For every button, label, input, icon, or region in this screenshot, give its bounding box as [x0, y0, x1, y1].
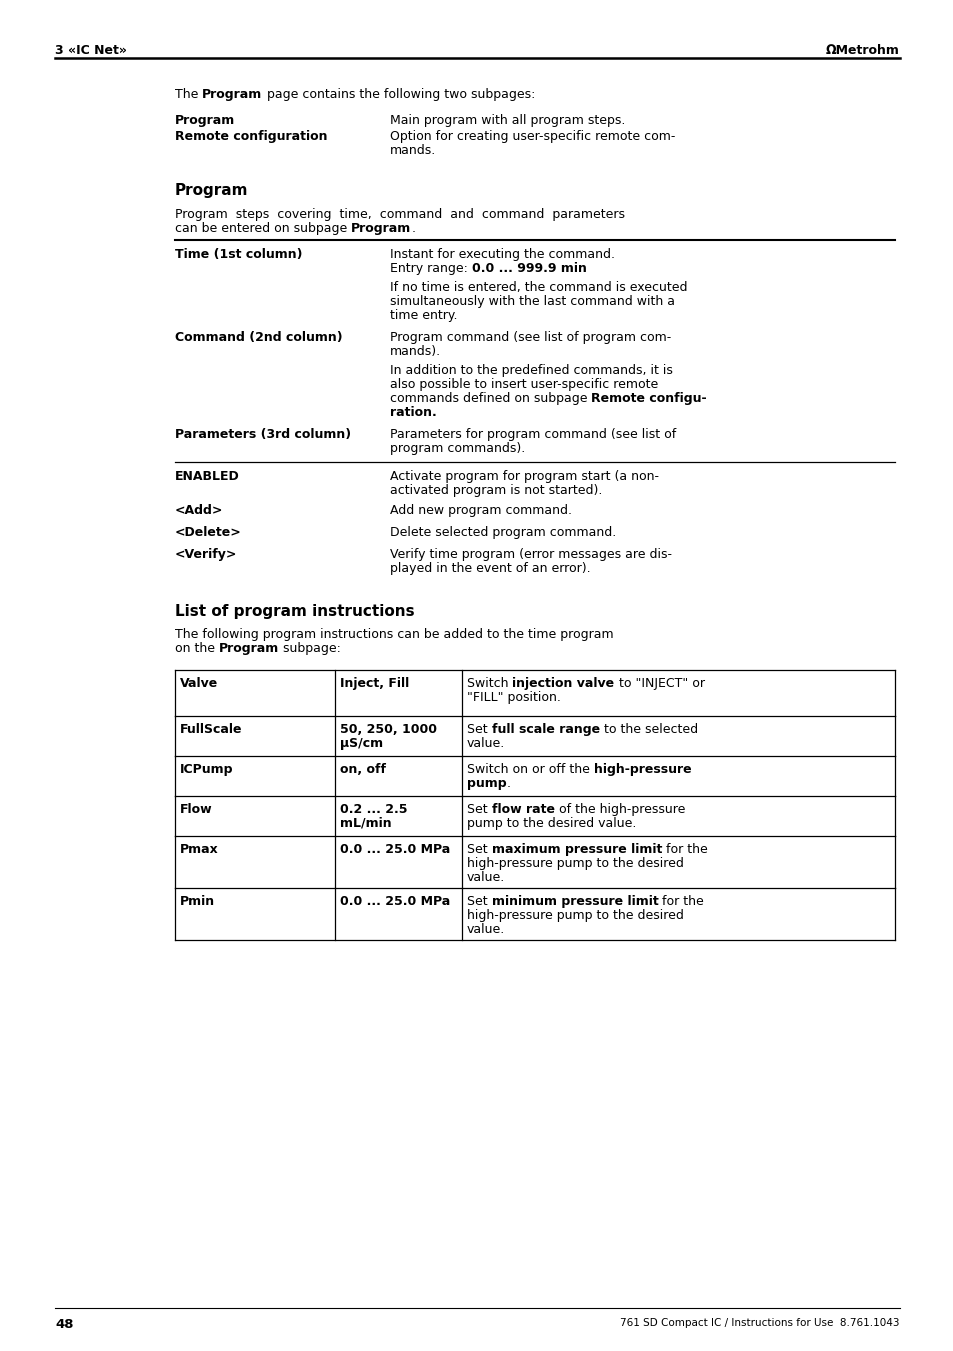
Text: to the selected: to the selected [599, 723, 698, 736]
Text: Parameters (3rd column): Parameters (3rd column) [174, 428, 351, 440]
Text: flow rate: flow rate [491, 802, 554, 816]
Text: In addition to the predefined commands, it is: In addition to the predefined commands, … [390, 363, 672, 377]
Text: Program: Program [174, 182, 248, 199]
Text: value.: value. [467, 871, 505, 884]
Text: maximum pressure limit: maximum pressure limit [491, 843, 661, 857]
Text: Program: Program [219, 642, 279, 655]
Text: mands).: mands). [390, 345, 440, 358]
Text: Time (1st column): Time (1st column) [174, 249, 302, 261]
Text: Inject, Fill: Inject, Fill [339, 677, 409, 690]
Text: 3 «IC Net»: 3 «IC Net» [55, 45, 127, 57]
Text: 50, 250, 1000: 50, 250, 1000 [339, 723, 436, 736]
Text: μS/cm: μS/cm [339, 738, 383, 750]
Text: Program command (see list of program com-: Program command (see list of program com… [390, 331, 671, 345]
Text: Add new program command.: Add new program command. [390, 504, 572, 517]
Text: 761 SD Compact IC / Instructions for Use  8.761.1043: 761 SD Compact IC / Instructions for Use… [619, 1319, 899, 1328]
Text: <Delete>: <Delete> [174, 526, 241, 539]
Text: can be entered on subpage: can be entered on subpage [174, 222, 351, 235]
Text: 0.0 ... 25.0 MPa: 0.0 ... 25.0 MPa [339, 894, 450, 908]
Text: Activate program for program start (a non-: Activate program for program start (a no… [390, 470, 659, 484]
Text: Switch: Switch [467, 677, 512, 690]
Text: Program  steps  covering  time,  command  and  command  parameters: Program steps covering time, command and… [174, 208, 624, 222]
Text: minimum pressure limit: minimum pressure limit [491, 894, 658, 908]
Text: ΩMetrohm: ΩMetrohm [825, 45, 899, 57]
Text: Remote configu-: Remote configu- [591, 392, 706, 405]
Text: time entry.: time entry. [390, 309, 457, 322]
Text: Option for creating user-specific remote com-: Option for creating user-specific remote… [390, 130, 675, 143]
Text: mL/min: mL/min [339, 817, 392, 830]
Text: List of program instructions: List of program instructions [174, 604, 415, 619]
Text: Parameters for program command (see list of: Parameters for program command (see list… [390, 428, 676, 440]
Text: 0.0 ... 25.0 MPa: 0.0 ... 25.0 MPa [339, 843, 450, 857]
Text: If no time is entered, the command is executed: If no time is entered, the command is ex… [390, 281, 687, 295]
Text: Entry range:: Entry range: [390, 262, 472, 276]
Text: high-pressure pump to the desired: high-pressure pump to the desired [467, 909, 683, 921]
Text: <Add>: <Add> [174, 504, 223, 517]
Text: Remote configuration: Remote configuration [174, 130, 327, 143]
Text: 0.0 ... 999.9 min: 0.0 ... 999.9 min [472, 262, 586, 276]
Text: simultaneously with the last command with a: simultaneously with the last command wit… [390, 295, 675, 308]
Text: Instant for executing the command.: Instant for executing the command. [390, 249, 615, 261]
Text: Delete selected program command.: Delete selected program command. [390, 526, 616, 539]
Text: Set: Set [467, 843, 491, 857]
Text: .: . [506, 777, 510, 790]
Text: value.: value. [467, 738, 505, 750]
Text: Set: Set [467, 802, 491, 816]
Text: page contains the following two subpages:: page contains the following two subpages… [262, 88, 535, 101]
Text: Set: Set [467, 894, 491, 908]
Text: commands defined on subpage: commands defined on subpage [390, 392, 591, 405]
Text: FullScale: FullScale [180, 723, 242, 736]
Text: <Verify>: <Verify> [174, 549, 237, 561]
Text: Flow: Flow [180, 802, 213, 816]
Text: value.: value. [467, 923, 505, 936]
Text: Valve: Valve [180, 677, 218, 690]
Text: .: . [411, 222, 416, 235]
Text: Command (2nd column): Command (2nd column) [174, 331, 342, 345]
Text: to "INJECT" or: to "INJECT" or [614, 677, 704, 690]
Text: Pmax: Pmax [180, 843, 218, 857]
Text: pump to the desired value.: pump to the desired value. [467, 817, 636, 830]
Text: "FILL" position.: "FILL" position. [467, 690, 560, 704]
Text: Verify time program (error messages are dis-: Verify time program (error messages are … [390, 549, 671, 561]
Text: also possible to insert user-specific remote: also possible to insert user-specific re… [390, 378, 658, 390]
Text: for the: for the [658, 894, 703, 908]
Text: played in the event of an error).: played in the event of an error). [390, 562, 590, 576]
Text: for the: for the [661, 843, 707, 857]
Text: The: The [174, 88, 202, 101]
Text: Program: Program [202, 88, 262, 101]
Text: of the high-pressure: of the high-pressure [554, 802, 684, 816]
Text: 48: 48 [55, 1319, 73, 1331]
Text: ration.: ration. [390, 407, 436, 419]
Text: on the: on the [174, 642, 219, 655]
Text: The following program instructions can be added to the time program: The following program instructions can b… [174, 628, 613, 640]
Text: pump: pump [467, 777, 506, 790]
Text: Set: Set [467, 723, 491, 736]
Text: injection valve: injection valve [512, 677, 614, 690]
Text: activated program is not started).: activated program is not started). [390, 484, 601, 497]
Text: on, off: on, off [339, 763, 386, 775]
Text: Pmin: Pmin [180, 894, 214, 908]
Text: subpage:: subpage: [279, 642, 341, 655]
Text: ENABLED: ENABLED [174, 470, 239, 484]
Text: Program: Program [174, 113, 235, 127]
Text: program commands).: program commands). [390, 442, 525, 455]
Text: Program: Program [351, 222, 411, 235]
Text: ICPump: ICPump [180, 763, 233, 775]
Text: mands.: mands. [390, 145, 436, 157]
Text: high-pressure pump to the desired: high-pressure pump to the desired [467, 857, 683, 870]
Text: Switch on or off the: Switch on or off the [467, 763, 594, 775]
Text: full scale range: full scale range [491, 723, 599, 736]
Text: 0.2 ... 2.5: 0.2 ... 2.5 [339, 802, 407, 816]
Text: high-pressure: high-pressure [594, 763, 691, 775]
Text: Main program with all program steps.: Main program with all program steps. [390, 113, 625, 127]
